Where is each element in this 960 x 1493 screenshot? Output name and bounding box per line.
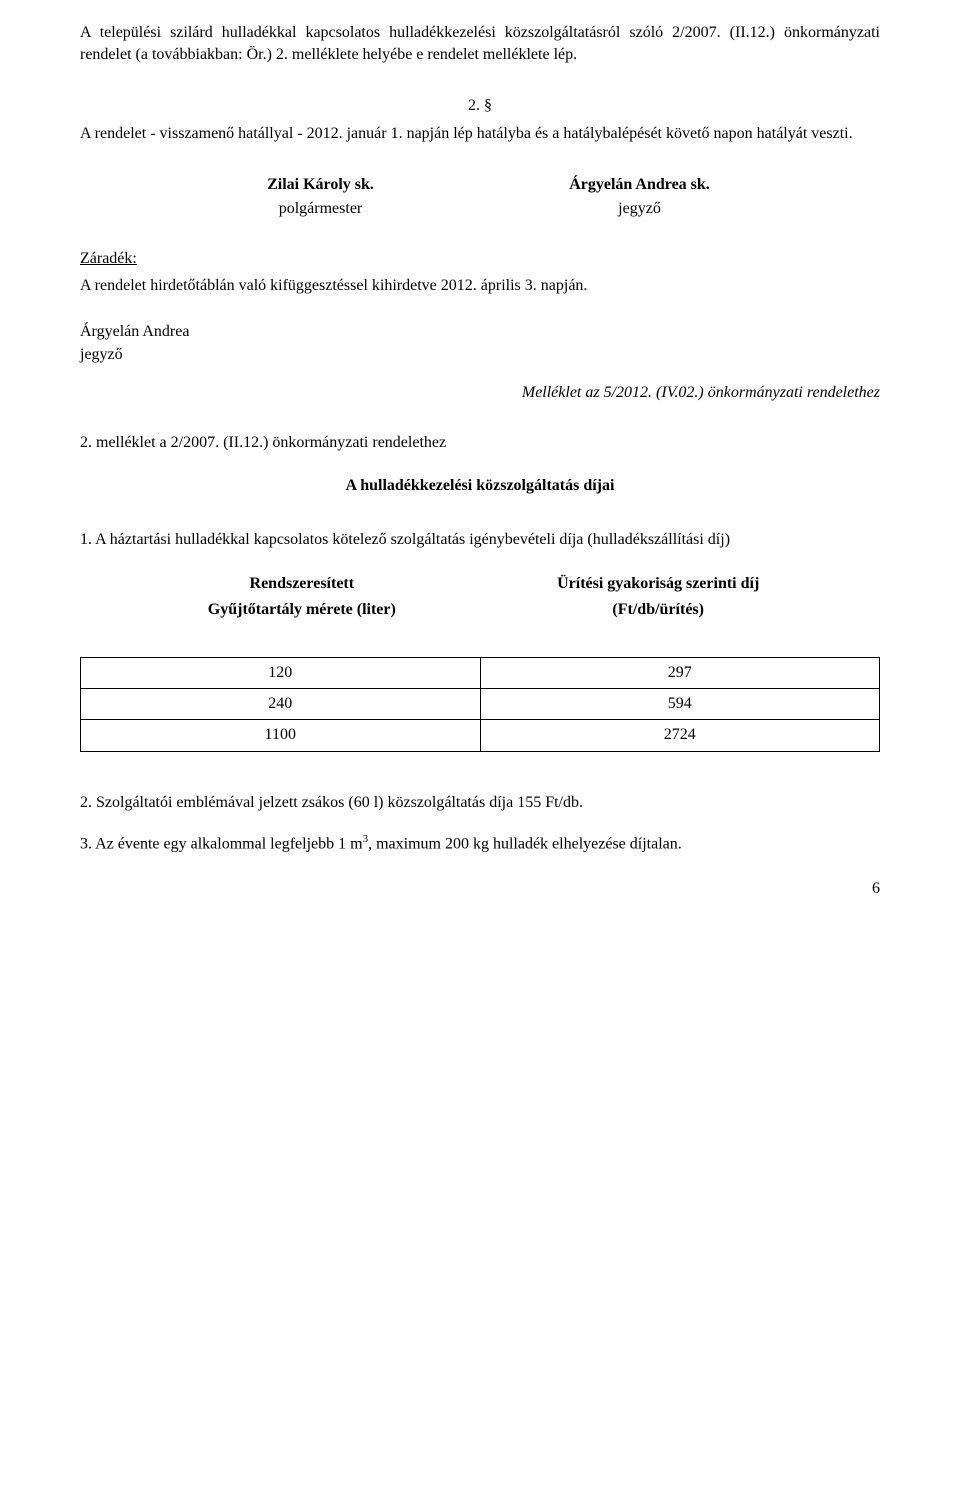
zaradek-text: A rendelet hirdetőtáblán való kifüggeszt… <box>80 275 880 297</box>
signature-row: Zilai Károly sk. polgármester Árgyelán A… <box>80 174 880 221</box>
signature-right: Árgyelán Andrea sk. jegyző <box>509 174 770 221</box>
footer-item-3-pre: 3. Az évente egy alkalommal legfeljebb 1… <box>80 836 363 853</box>
melleklet-reference: Melléklet az 5/2012. (IV.02.) önkormányz… <box>80 382 880 404</box>
table-cell-price: 297 <box>480 657 880 688</box>
table-header-right: Ürítési gyakoriság szerinti díj (Ft/db/ü… <box>506 571 810 622</box>
footer-item-3: 3. Az évente egy alkalommal legfeljebb 1… <box>80 832 880 856</box>
footer-item-3-post: , maximum 200 kg hulladék elhelyezése dí… <box>368 836 682 853</box>
table-row: 120 297 <box>81 657 880 688</box>
table-header-row: Rendszeresített Gyűjtőtartály mérete (li… <box>80 571 880 622</box>
signature-left: Zilai Károly sk. polgármester <box>190 174 451 221</box>
footer-item-2: 2. Szolgáltatói emblémával jelzett zsáko… <box>80 792 880 814</box>
intro-paragraph-2: A rendelet - visszamenő hatállyal - 2012… <box>80 123 880 145</box>
melleklet-title: A hulladékkezelési közszolgáltatás díjai <box>80 475 880 497</box>
table-cell-size: 1100 <box>81 720 481 751</box>
price-table: 120 297 240 594 1100 2724 <box>80 657 880 752</box>
table-header-left-line2: Gyűjtőtartály mérete (liter) <box>150 597 454 623</box>
signature-right-title: jegyző <box>509 198 770 220</box>
table-header-right-line2: (Ft/db/ürítés) <box>506 597 810 623</box>
table-header-right-line1: Ürítési gyakoriság szerinti díj <box>506 571 810 597</box>
table-row: 1100 2724 <box>81 720 880 751</box>
jegyzo-title: jegyző <box>80 344 880 366</box>
zaradek-label: Záradék: <box>80 248 880 270</box>
section-number: 2. § <box>80 95 880 117</box>
table-row: 240 594 <box>81 689 880 720</box>
jegyzo-block: Árgyelán Andrea jegyző <box>80 321 880 366</box>
page-number: 6 <box>80 878 880 900</box>
table-header-left-line1: Rendszeresített <box>150 571 454 597</box>
melleklet-item-1: 1. A háztartási hulladékkal kapcsolatos … <box>80 529 880 551</box>
table-header-left: Rendszeresített Gyűjtőtartály mérete (li… <box>150 571 454 622</box>
jegyzo-name: Árgyelán Andrea <box>80 321 880 343</box>
intro-paragraph-1: A települési szilárd hulladékkal kapcsol… <box>80 22 880 67</box>
signature-right-name: Árgyelán Andrea sk. <box>509 174 770 196</box>
table-cell-price: 594 <box>480 689 880 720</box>
melleklet-sub-reference: 2. melléklet a 2/2007. (II.12.) önkormán… <box>80 432 880 454</box>
table-cell-price: 2724 <box>480 720 880 751</box>
table-cell-size: 120 <box>81 657 481 688</box>
table-cell-size: 240 <box>81 689 481 720</box>
signature-left-title: polgármester <box>190 198 451 220</box>
signature-left-name: Zilai Károly sk. <box>190 174 451 196</box>
